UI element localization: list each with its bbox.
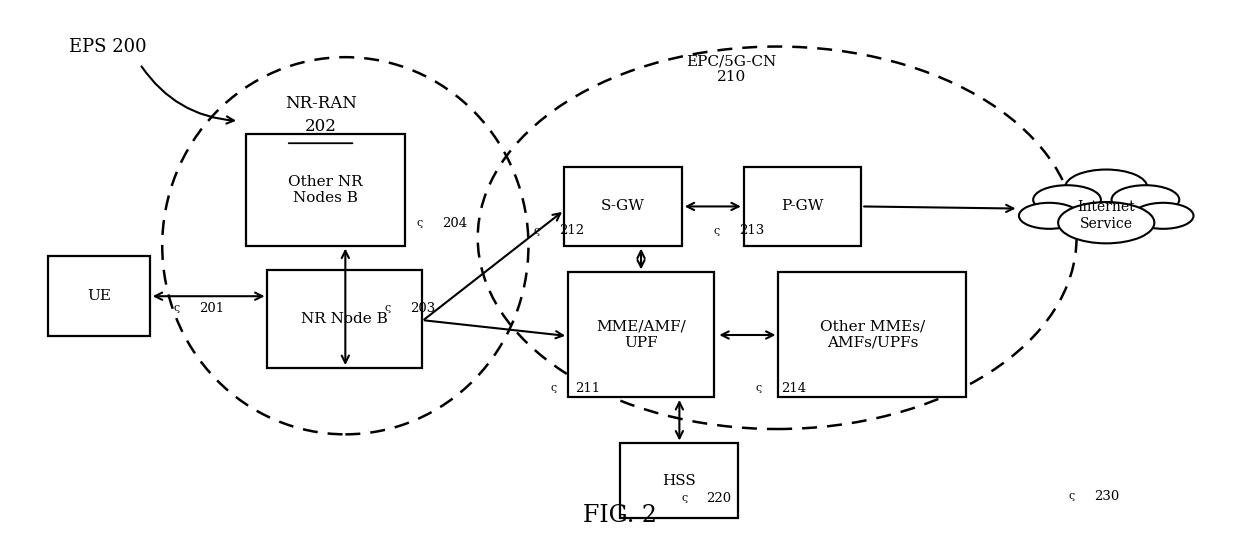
Circle shape (1133, 203, 1194, 229)
Text: ς: ς (534, 226, 541, 236)
Circle shape (1111, 185, 1179, 214)
Text: ς: ς (1069, 491, 1075, 501)
Text: 213: 213 (739, 224, 764, 238)
Text: Other NR
Nodes B: Other NR Nodes B (288, 175, 363, 205)
Text: ς: ς (551, 383, 557, 393)
Circle shape (1033, 185, 1101, 214)
Bar (568, 272, 714, 397)
Text: 220: 220 (707, 492, 732, 505)
Text: NR-RAN: NR-RAN (285, 95, 357, 112)
Bar (620, 443, 738, 518)
Bar (564, 167, 682, 246)
Circle shape (1058, 202, 1154, 244)
Bar (268, 270, 422, 368)
Text: ς: ς (755, 383, 761, 393)
Text: 204: 204 (441, 217, 467, 230)
Text: 203: 203 (409, 302, 435, 315)
Text: 212: 212 (559, 224, 584, 238)
Ellipse shape (1039, 194, 1173, 233)
Bar (48, 256, 150, 336)
Text: 201: 201 (200, 302, 224, 315)
Text: UE: UE (87, 289, 112, 303)
Text: 202: 202 (305, 117, 336, 135)
Text: FIG. 2: FIG. 2 (583, 504, 657, 527)
Text: MME/AMF/
UPF: MME/AMF/ UPF (596, 320, 686, 350)
Circle shape (1065, 169, 1147, 205)
Text: ς: ς (417, 218, 423, 229)
Text: ς: ς (384, 303, 391, 313)
Text: ς: ς (713, 226, 719, 236)
Bar (779, 272, 966, 397)
Text: EPS 200: EPS 200 (69, 37, 148, 56)
Text: 214: 214 (781, 382, 806, 395)
Text: 230: 230 (1094, 490, 1120, 503)
Text: Other MMEs/
AMFs/UPFs: Other MMEs/ AMFs/UPFs (820, 320, 925, 350)
Bar (744, 167, 862, 246)
Text: HSS: HSS (662, 474, 696, 488)
Text: EPC/5G-CN
210: EPC/5G-CN 210 (686, 54, 776, 84)
Bar (247, 134, 404, 246)
Text: S-GW: S-GW (601, 199, 645, 214)
Circle shape (1019, 203, 1080, 229)
Text: ς: ς (174, 303, 180, 313)
Text: ς: ς (681, 493, 687, 503)
Text: Internet
Service: Internet Service (1078, 200, 1135, 231)
Text: P-GW: P-GW (781, 199, 823, 214)
Text: NR Node B: NR Node B (301, 312, 388, 326)
Text: 211: 211 (575, 382, 600, 395)
